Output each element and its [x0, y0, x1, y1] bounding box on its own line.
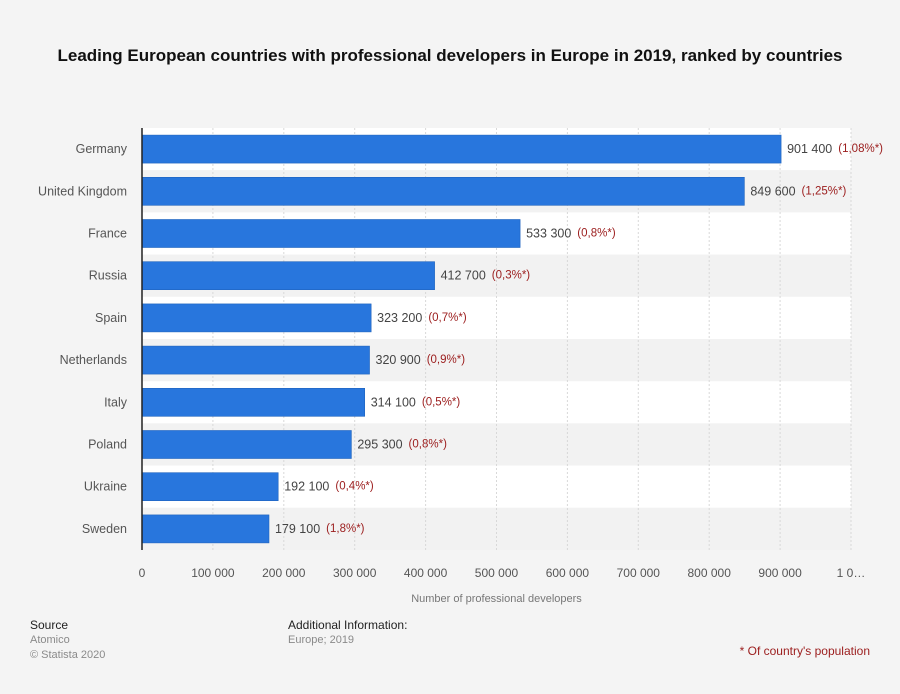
- bar: [141, 303, 372, 333]
- footnote: * Of country's population: [739, 644, 870, 658]
- bar: [141, 387, 365, 417]
- percent-annotation: (1,25%*): [802, 185, 847, 197]
- source-heading: Source: [30, 618, 69, 632]
- x-tick-label: 600 000: [546, 566, 590, 580]
- x-axis-title: Number of professional developers: [411, 593, 582, 605]
- source-block: Source Atomico © Statista 2020: [30, 618, 105, 663]
- chart-title: Leading European countries with professi…: [57, 46, 843, 65]
- bar: [141, 177, 745, 206]
- x-tick-label: 900 000: [758, 566, 802, 580]
- bar: [141, 514, 270, 544]
- category-label: Italy: [104, 395, 128, 409]
- value-label: 849 600: [750, 184, 795, 198]
- category-label: Germany: [76, 142, 128, 156]
- value-label: 533 300: [526, 227, 571, 241]
- category-label: Ukraine: [84, 480, 127, 494]
- bar: [141, 134, 782, 164]
- category-label: Netherlands: [60, 353, 127, 367]
- x-tick-label: 700 000: [617, 566, 661, 580]
- percent-annotation: (0,5%*): [422, 396, 461, 408]
- additional-info-heading: Additional Information:: [288, 618, 408, 632]
- bar: [141, 261, 435, 291]
- x-tick-label: 300 000: [333, 566, 377, 580]
- x-tick-label: 100 000: [191, 566, 235, 580]
- copyright: © Statista 2020: [30, 649, 106, 661]
- category-label: Spain: [95, 311, 127, 325]
- x-tick-label: 200 000: [262, 566, 306, 580]
- category-label: France: [88, 227, 127, 241]
- additional-info-text: Europe; 2019: [288, 634, 355, 646]
- x-tick-label: 500 000: [475, 566, 519, 580]
- bar: [141, 430, 352, 459]
- bar: [141, 345, 370, 375]
- value-label: 412 700: [441, 269, 486, 283]
- category-label: Poland: [88, 438, 127, 452]
- value-label: 179 100: [275, 522, 320, 536]
- percent-annotation: (1,08%*): [838, 143, 883, 155]
- percent-annotation: (0,4%*): [335, 481, 374, 493]
- bar-chart: Germany 901 400 (1,08%*) United Kingdom 849 …: [38, 128, 883, 605]
- percent-annotation: (0,3%*): [492, 270, 531, 282]
- bar: [141, 219, 521, 248]
- bar: [141, 472, 279, 502]
- x-tick-label: 800 000: [688, 566, 732, 580]
- x-tick-label: 400 000: [404, 566, 448, 580]
- x-tick-label: 0: [139, 566, 146, 580]
- category-label: United Kingdom: [38, 184, 127, 198]
- percent-annotation: (0,8%*): [577, 228, 616, 240]
- value-label: 323 200: [377, 311, 422, 325]
- percent-annotation: (1,8%*): [326, 523, 365, 535]
- percent-annotation: (0,9%*): [427, 354, 466, 366]
- additional-info-block: Additional Information: Europe; 2019: [288, 618, 407, 648]
- value-label: 314 100: [371, 395, 416, 409]
- value-label: 192 100: [284, 480, 329, 494]
- value-label: 295 300: [357, 438, 402, 452]
- value-label: 901 400: [787, 142, 832, 156]
- category-label: Russia: [89, 269, 127, 283]
- percent-annotation: (0,7%*): [428, 312, 467, 324]
- value-label: 320 900: [376, 353, 421, 367]
- source-name: Atomico: [30, 634, 70, 646]
- x-tick-label: 1 0…: [837, 566, 866, 580]
- percent-annotation: (0,8%*): [409, 439, 448, 451]
- category-label: Sweden: [82, 522, 127, 536]
